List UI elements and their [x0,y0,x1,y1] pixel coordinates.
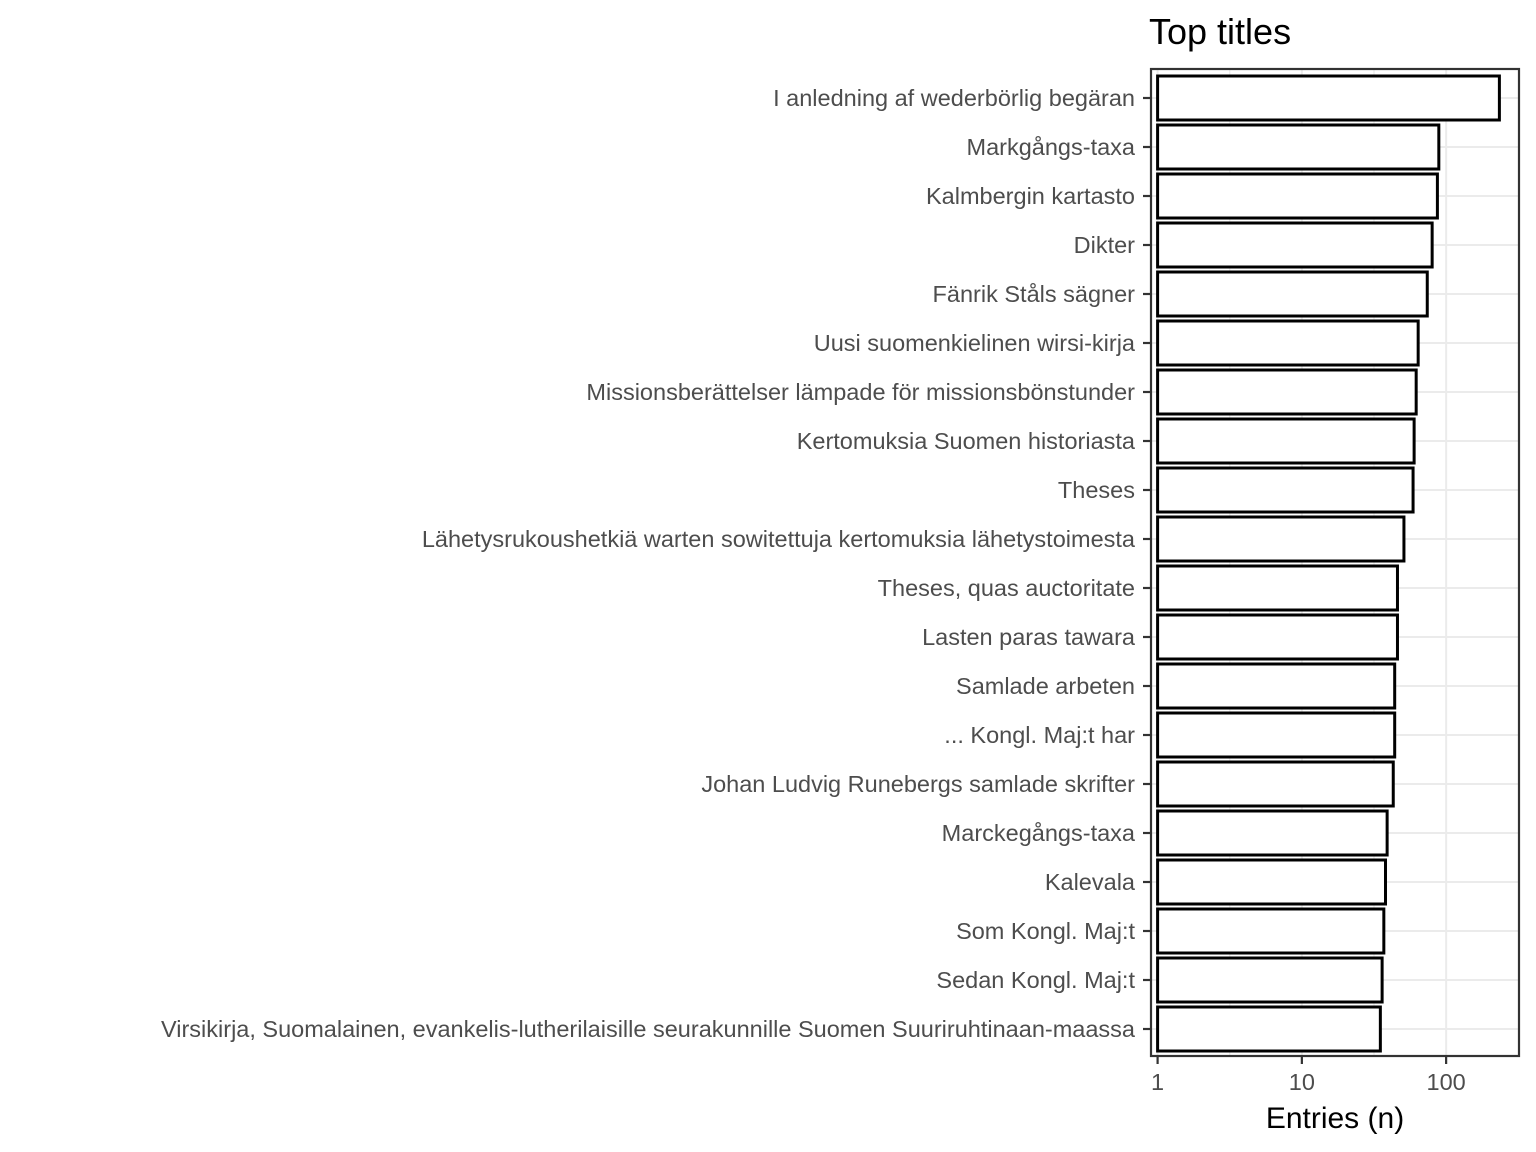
bar [1156,417,1416,465]
y-tick-label: I anledning af wederbörlig begäran [773,85,1135,111]
x-tick-label: 10 [1289,1069,1315,1095]
y-tick-label: Johan Ludvig Runebergs samlade skrifter [701,771,1135,797]
bar [1156,221,1434,269]
y-tick-label: Fänrik Ståls sägner [933,281,1136,307]
bar [1156,858,1388,906]
bar [1156,809,1389,857]
y-tick-label: Lähetysrukoushetkiä warten sowitettuja k… [422,526,1136,552]
y-tick-label: Samlade arbeten [956,673,1135,699]
y-tick-label: Markgångs-taxa [967,134,1136,160]
x-tick-label: 100 [1427,1069,1466,1095]
bar [1156,466,1415,514]
bar [1156,662,1397,710]
y-tick-label: Marckegångs-taxa [942,820,1136,846]
bar [1156,515,1406,563]
y-tick-label: Kalmbergin kartasto [926,183,1135,209]
y-tick-label: Kertomuksia Suomen historiasta [797,428,1136,454]
plot-panel [1149,67,1521,1058]
x-axis: 1 10 100 [1151,1056,1466,1095]
y-tick-label: Virsikirja, Suomalainen, evankelis-luthe… [161,1016,1136,1042]
bar [1156,760,1395,808]
bar [1156,368,1418,416]
bar [1156,956,1384,1004]
bar [1156,711,1397,759]
x-axis-title: Entries (n) [1266,1102,1404,1135]
bar [1156,1005,1382,1053]
y-tick-label: Theses, quas auctoritate [878,575,1135,601]
chart-title: Top titles [1149,11,1291,52]
bar [1156,613,1399,661]
y-tick-label: Lasten paras tawara [922,624,1136,650]
y-tick-label: Theses [1058,477,1135,503]
bar [1156,564,1399,612]
bar [1156,319,1420,367]
bar [1156,270,1429,318]
y-tick-label: Missionsberättelser lämpade för missions… [586,379,1135,405]
y-tick-label: ... Kongl. Maj:t har [944,722,1135,748]
x-tick-label: 1 [1151,1069,1164,1095]
y-tick-label: Kalevala [1045,869,1136,895]
y-tick-label: Sedan Kongl. Maj:t [936,967,1135,993]
bar [1156,74,1501,122]
bar [1156,123,1441,171]
y-tick-label: Dikter [1074,232,1136,258]
bar [1156,172,1439,220]
bars [1156,74,1501,1053]
bar [1156,907,1386,955]
y-tick-label: Uusi suomenkielinen wirsi-kirja [814,330,1136,356]
y-axis: I anledning af wederbörlig begäran Markgå… [161,85,1151,1042]
y-tick-label: Som Kongl. Maj:t [956,918,1135,944]
